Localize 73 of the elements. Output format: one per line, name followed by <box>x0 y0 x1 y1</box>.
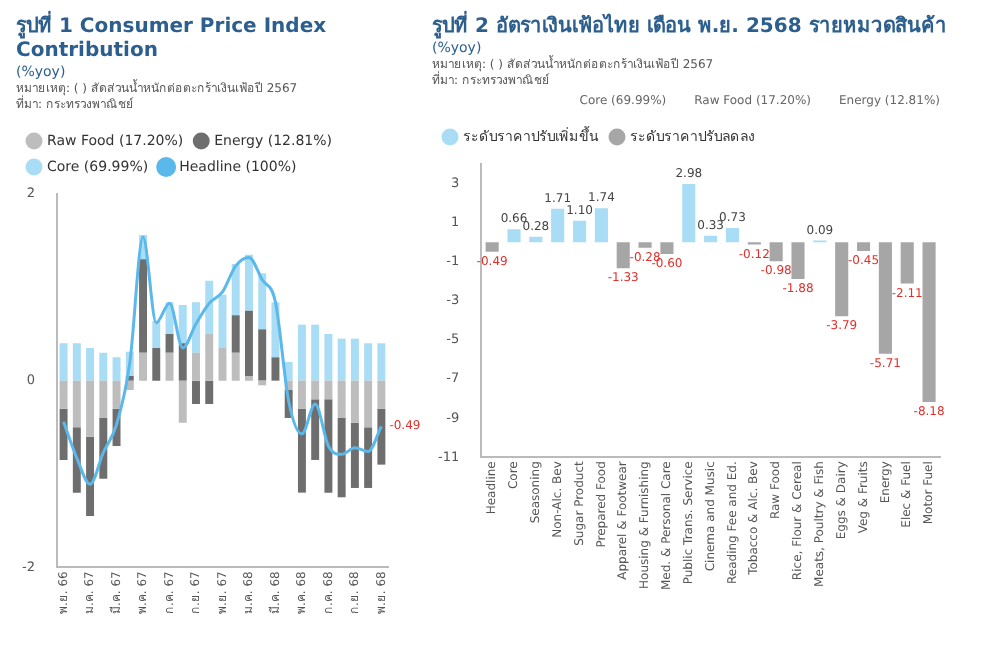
bar <box>297 380 306 409</box>
bar <box>337 417 346 498</box>
bar <box>377 408 386 465</box>
bar <box>769 242 783 262</box>
bar <box>297 324 306 381</box>
bar <box>364 380 373 428</box>
bar <box>72 380 81 428</box>
bar <box>377 380 386 409</box>
bar <box>99 352 108 381</box>
chart-title: รูปที่ 1 Consumer Price Index Contribution <box>16 16 329 64</box>
bar <box>377 343 386 381</box>
bar <box>324 380 333 400</box>
bar <box>364 343 373 381</box>
bar <box>244 254 253 311</box>
bar <box>231 263 240 316</box>
bar <box>324 333 333 381</box>
bar <box>86 436 95 516</box>
bar <box>324 399 333 493</box>
bar <box>704 235 718 243</box>
bar <box>258 329 267 381</box>
bar <box>231 352 240 381</box>
bar <box>152 347 161 381</box>
bar <box>616 242 630 269</box>
bar <box>791 242 805 279</box>
bar <box>271 357 280 381</box>
bar <box>112 380 121 409</box>
bar <box>337 380 346 418</box>
bar <box>152 320 161 348</box>
bar <box>551 208 565 243</box>
bar <box>86 347 95 381</box>
bar <box>297 408 306 493</box>
bar <box>364 427 373 488</box>
bar <box>485 242 499 252</box>
bar <box>178 380 187 423</box>
line-series <box>62 235 383 486</box>
bar <box>99 380 108 418</box>
bar <box>878 242 892 354</box>
bar <box>112 357 121 381</box>
bar <box>572 220 587 243</box>
bar <box>139 352 147 381</box>
bar <box>337 338 346 381</box>
bar <box>900 242 914 284</box>
bar <box>231 315 240 353</box>
bar <box>529 236 543 243</box>
bar <box>311 324 320 381</box>
bar <box>244 375 253 381</box>
bar <box>922 242 936 403</box>
bar <box>682 183 696 243</box>
bar <box>165 333 174 353</box>
bar <box>311 380 320 400</box>
bar <box>594 208 608 243</box>
bar <box>638 242 652 248</box>
bar <box>350 338 359 381</box>
bar <box>244 310 253 376</box>
bar <box>139 259 147 353</box>
bar <box>660 242 674 254</box>
bar <box>725 227 740 243</box>
bar <box>835 242 849 317</box>
bar <box>205 380 214 404</box>
bar <box>350 422 359 488</box>
bar <box>192 380 200 404</box>
bar <box>856 242 871 251</box>
bar <box>258 273 267 330</box>
bar <box>350 380 359 423</box>
bar <box>86 380 95 437</box>
bar <box>205 333 214 381</box>
bar <box>178 305 187 344</box>
bar <box>205 280 214 334</box>
bar <box>72 343 81 381</box>
bar <box>192 352 200 381</box>
bar <box>59 343 68 381</box>
bar <box>507 229 521 243</box>
chart-title: รูปที่ 2 อัตราเงินเฟ้อไทย เดือน พ.ย. 2568 รายหมวดสินค้า <box>432 16 949 40</box>
